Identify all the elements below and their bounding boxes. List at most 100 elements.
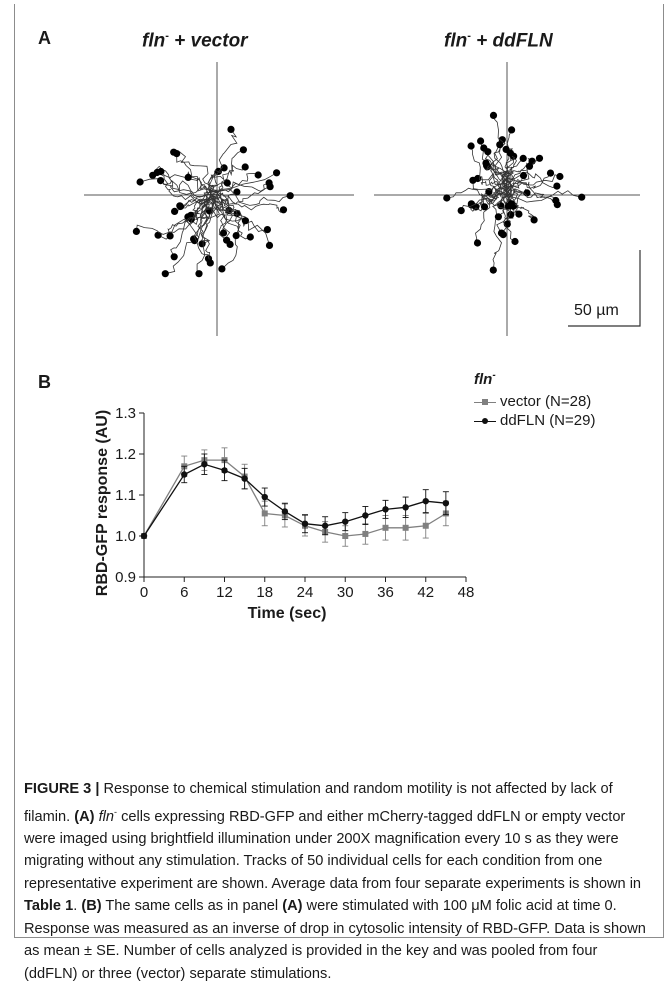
vector-track — [213, 195, 291, 206]
ddfln-track — [488, 186, 503, 198]
vector-track-endpoint — [170, 253, 178, 261]
ddfln-track-endpoint — [489, 111, 498, 119]
vector-track — [216, 149, 244, 198]
ddfln-track-endpoint — [489, 266, 497, 274]
data-point — [382, 506, 389, 513]
vector-track — [210, 183, 271, 196]
data-point — [422, 497, 429, 505]
vector-track-endpoint — [154, 231, 162, 239]
data-point — [261, 493, 268, 501]
data-point — [140, 532, 148, 540]
vector-track-endpoint — [171, 207, 179, 215]
ddfln-track-endpoint — [443, 194, 451, 202]
ddfln-track-endpoint — [507, 211, 515, 219]
data-point — [181, 471, 188, 478]
vector-track-endpoint — [265, 241, 274, 249]
ddfln-track — [499, 187, 510, 207]
y-axis-title: RBD-GFP response (AU) — [94, 410, 111, 596]
vector-track-endpoint — [232, 232, 240, 240]
ddfln-track-endpoint — [530, 216, 538, 224]
x-tick-label: 36 — [377, 584, 394, 601]
response-line-chart: 0.9 1.0 1.1 1.2 1.3 0 6 12 18 24 30 36 42 48 Time (sec… — [94, 405, 475, 622]
legend-entry-vector: vector (N=28) — [474, 392, 595, 411]
vector-track — [207, 129, 238, 199]
ddfln-track — [484, 151, 507, 185]
ddfln-track — [475, 189, 511, 209]
ddfln-track-endpoint — [477, 137, 485, 145]
panel-b-label: B — [38, 372, 51, 392]
vector-track-endpoint — [176, 202, 185, 211]
ddfln-track-endpoint — [467, 200, 475, 208]
ddfln-track — [472, 180, 509, 197]
vector-track-endpoint — [206, 259, 214, 267]
ddfln-tracks-title: fln- + ddFLN — [444, 30, 553, 52]
x-tick-label: 6 — [180, 584, 188, 601]
vector-track-endpoint — [227, 125, 235, 133]
vector-track-endpoint — [173, 150, 181, 158]
vector-track — [160, 179, 211, 195]
y-tick-label: 0.9 — [115, 569, 136, 586]
vector-track-endpoint — [241, 163, 249, 171]
scale-bar — [568, 250, 641, 327]
vector-track — [186, 190, 215, 241]
ddfln-track — [504, 153, 516, 186]
figure-frame — [14, 4, 664, 938]
caption-figure-label: FIGURE 3 | — [24, 781, 100, 797]
ddfln-track-endpoint — [496, 141, 504, 149]
vector-track-endpoint — [263, 226, 271, 234]
ddfln-track-endpoint — [556, 172, 564, 181]
vector-track — [208, 164, 246, 191]
vector-track — [176, 153, 218, 194]
series-ddfln — [140, 453, 450, 540]
vector-track-endpoint — [157, 167, 165, 176]
vector-track-endpoint — [218, 265, 226, 273]
vector-track — [136, 200, 207, 235]
vector-track-endpoint — [286, 192, 294, 200]
x-tick-label: 48 — [458, 584, 475, 601]
ddfln-track-endpoint — [480, 203, 489, 211]
ddfln-track-endpoint — [553, 182, 561, 190]
vector-track-endpoint — [195, 270, 203, 278]
ddfln-track — [509, 172, 551, 190]
vector-track-endpoint — [254, 171, 262, 179]
ddfln-track-endpoint — [535, 154, 544, 162]
ddfln-track-endpoint — [519, 154, 527, 162]
vector-track-endpoint — [273, 169, 281, 177]
data-point — [201, 461, 208, 468]
ddfln-track — [493, 144, 511, 189]
x-tick-label: 30 — [337, 584, 354, 601]
ddfln-track-endpoint — [546, 169, 555, 177]
ddfln-cell-tracks — [443, 111, 586, 274]
x-tick-label: 24 — [297, 584, 314, 601]
ddfln-track-endpoint — [552, 196, 560, 205]
scale-bar-label: 50 µm — [574, 302, 619, 319]
vector-track — [207, 197, 246, 222]
ddfln-track — [507, 186, 556, 203]
ddfln-track-endpoint — [473, 239, 482, 247]
vector-track-endpoint — [136, 178, 144, 186]
x-tick-label: 42 — [417, 584, 434, 601]
data-point — [221, 467, 228, 474]
vector-track-endpoint — [223, 179, 231, 187]
ddfln-track — [485, 162, 507, 188]
ddfln-track-endpoint — [482, 159, 490, 167]
data-point — [241, 475, 248, 482]
data-point — [402, 524, 409, 531]
data-point — [301, 520, 309, 527]
vector-track-endpoint — [166, 232, 174, 240]
x-tick-label: 0 — [140, 584, 148, 601]
y-tick-label: 1.1 — [115, 487, 136, 504]
ddfln-track — [508, 190, 582, 203]
chart-series — [140, 447, 450, 547]
vector-tracks-title: fln- + vector — [142, 30, 248, 52]
ddfln-track — [487, 165, 512, 193]
ddfln-track-endpoint — [494, 213, 502, 221]
vector-track-endpoint — [198, 240, 206, 248]
ddfln-track-endpoint — [484, 148, 492, 156]
chart-legend: fln- vector (N=28) ddFLN (N=29) — [474, 370, 595, 430]
vector-track — [218, 197, 251, 240]
ddfln-track-endpoint — [506, 149, 514, 157]
panel-a-label: A — [38, 28, 51, 48]
ddfln-track-endpoint — [511, 237, 519, 246]
x-axis-title: Time (sec) — [248, 605, 327, 622]
